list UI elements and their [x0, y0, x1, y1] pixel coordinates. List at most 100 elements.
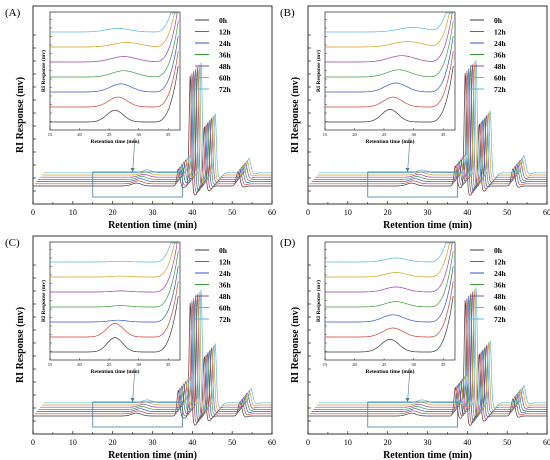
x-tick-label: 20: [384, 438, 392, 447]
x-axis-label: Retention time (min): [383, 220, 472, 231]
chart-panel: (C) 0 10 20 30 40 50 60 Retention time (min) RI R…: [5, 235, 276, 460]
series-line: [308, 300, 547, 426]
panel-letter: (A): [5, 7, 21, 19]
series-line: [33, 302, 272, 426]
legend-label: 0h: [494, 246, 503, 255]
x-tick-label: 0: [306, 208, 310, 217]
series-line: [36, 298, 272, 422]
inset-series-line: [50, 242, 179, 293]
series-line: [43, 289, 272, 413]
inset-series-line: [50, 296, 179, 353]
inset-x-axis-label: Retention time (min): [366, 368, 415, 375]
series-line: [311, 68, 547, 192]
x-tick-label: 60: [543, 208, 550, 217]
inset-series-line: [50, 12, 179, 63]
x-tick-label: 10: [344, 208, 352, 217]
inset-x-tick-label: 15: [48, 132, 53, 137]
series-line: [40, 294, 272, 417]
chart-panel: (B) 0 10 20 30 40 50 60 Retention time (min) RI R…: [280, 5, 550, 231]
inset-series-line: [50, 251, 179, 308]
inset-x-tick-label: 30: [411, 362, 416, 367]
inset-series-line: [50, 12, 179, 48]
series-line: [315, 64, 547, 187]
inset-series-line: [50, 266, 179, 323]
inset-series-line: [325, 281, 454, 338]
series-line: [318, 287, 547, 413]
inset-x-tick-label: 25: [107, 132, 112, 137]
series-line: [309, 298, 547, 424]
series-line: [311, 295, 547, 422]
inset-series-line: [325, 12, 454, 63]
inset-x-axis-label: Retention time (min): [366, 138, 415, 145]
legend-label: 72h: [219, 85, 232, 94]
zoom-arrow-head: [130, 168, 135, 172]
legend-label: 36h: [494, 281, 507, 290]
series-line: [309, 70, 547, 194]
series-line: [317, 289, 547, 415]
y-axis-label: RI Response (mv): [290, 307, 301, 383]
inset-series-line: [325, 251, 454, 308]
inset-x-tick-label: 15: [323, 362, 328, 367]
inset-x-tick-label: 35: [441, 132, 446, 137]
inset-series-line: [325, 242, 454, 263]
inset-series-line: [50, 51, 179, 108]
x-tick-label: 20: [109, 208, 117, 217]
inset-series-line: [50, 21, 179, 78]
inset-series-line: [50, 242, 179, 263]
series-line: [43, 62, 272, 183]
legend-label: 48h: [219, 292, 232, 301]
x-tick-label: 40: [463, 438, 471, 447]
legend-label: 72h: [494, 85, 507, 94]
inset-series-line: [325, 12, 454, 33]
legend-label: 60h: [219, 304, 232, 313]
zoom-connector: [132, 137, 136, 173]
chart-panel: (A) 0 10 20 30 40 50 60 Retention time (min) RI R…: [5, 5, 276, 231]
series-line: [313, 66, 547, 189]
inset-x-tick-label: 15: [323, 132, 328, 137]
panel-letter: (D): [280, 237, 296, 249]
series-line: [38, 296, 272, 419]
y-axis-label: RI Response (mv): [290, 77, 301, 153]
chart-panel: (D) 0 10 20 30 40 50 60 Retention time (min) RI R…: [280, 235, 550, 460]
legend-label: 48h: [494, 62, 507, 71]
inset-frame: [49, 241, 181, 361]
legend-label: 0h: [219, 246, 228, 255]
inset-x-tick-label: 15: [48, 362, 53, 367]
zoom-arrow-head: [405, 168, 410, 172]
x-tick-label: 10: [344, 438, 352, 447]
y-axis-label: RI Response (mv): [15, 307, 26, 383]
x-tick-label: 40: [188, 438, 196, 447]
inset-series-line: [50, 12, 179, 33]
legend-label: 48h: [219, 62, 232, 71]
legend-label: 36h: [494, 51, 507, 60]
inset-series-line: [325, 36, 454, 93]
x-tick-label: 0: [31, 208, 35, 217]
inset-x-tick-label: 25: [107, 362, 112, 367]
inset-x-tick-label: 25: [382, 362, 387, 367]
inset-x-tick-label: 35: [166, 132, 171, 137]
x-tick-label: 40: [463, 208, 471, 217]
legend-label: 60h: [494, 304, 507, 313]
zoom-connector: [407, 367, 411, 403]
y-axis-label: RI Response (mv): [15, 77, 26, 153]
x-tick-label: 50: [228, 208, 236, 217]
x-tick-label: 50: [228, 438, 236, 447]
legend-label: 24h: [219, 269, 232, 278]
series-line: [40, 66, 272, 187]
zoom-box: [367, 171, 458, 198]
legend-label: 36h: [219, 281, 232, 290]
legend-label: 12h: [219, 258, 232, 267]
inset-x-tick-label: 20: [77, 132, 82, 137]
inset-x-tick-label: 30: [136, 132, 141, 137]
legend-label: 36h: [219, 51, 232, 60]
x-tick-label: 50: [503, 208, 511, 217]
legend-label: 12h: [494, 28, 507, 37]
inset-x-tick-label: 20: [352, 132, 357, 137]
zoom-arrow-head: [130, 398, 135, 402]
inset-x-tick-label: 35: [166, 362, 171, 367]
inset-x-tick-label: 30: [136, 362, 141, 367]
x-tick-label: 60: [543, 438, 550, 447]
zoom-connector: [407, 137, 411, 173]
inset-x-axis-label: Retention time (min): [91, 138, 140, 145]
